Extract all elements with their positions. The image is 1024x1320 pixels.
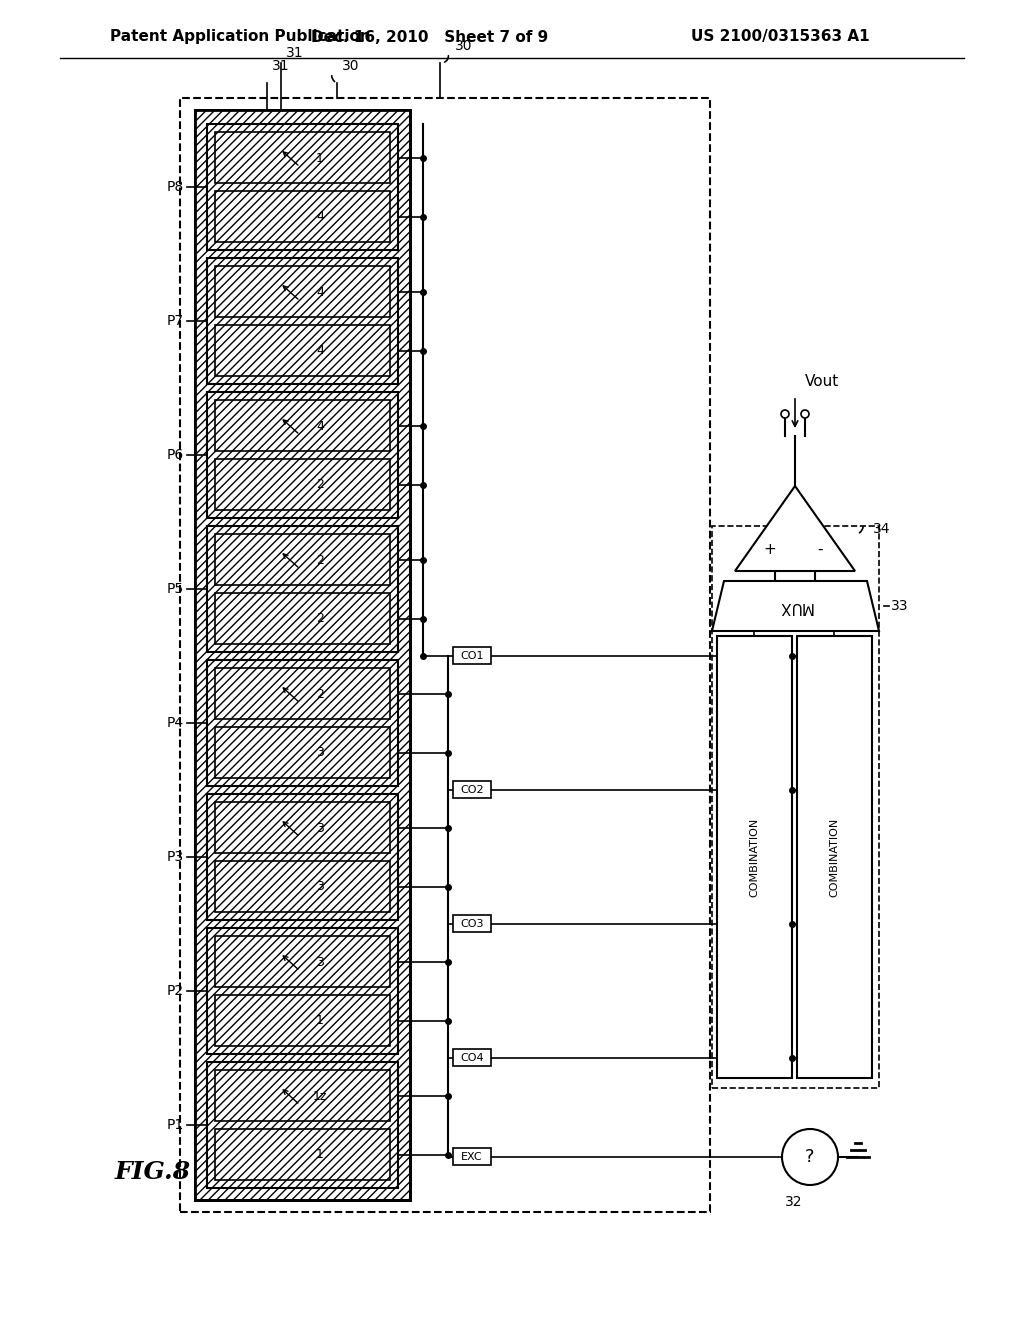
Bar	[215, 593, 390, 644]
Bar	[453, 915, 490, 932]
Bar	[453, 1148, 490, 1166]
Bar	[207, 660, 398, 785]
Text: CO3: CO3	[460, 919, 483, 929]
Bar	[712, 525, 879, 1088]
Text: P5: P5	[167, 582, 184, 597]
Text: 4: 4	[316, 420, 324, 433]
Text: 1: 1	[316, 152, 324, 165]
Circle shape	[801, 411, 809, 418]
Bar	[207, 1063, 398, 1188]
Text: 3: 3	[316, 821, 324, 834]
Circle shape	[781, 411, 790, 418]
Text: Dec. 16, 2010   Sheet 7 of 9: Dec. 16, 2010 Sheet 7 of 9	[311, 29, 549, 45]
Text: 2: 2	[316, 688, 324, 701]
Bar	[215, 267, 390, 317]
Bar	[215, 803, 390, 853]
Text: 4: 4	[316, 285, 324, 298]
Text: COMBINATION: COMBINATION	[829, 817, 839, 896]
Polygon shape	[735, 486, 855, 572]
Text: P3: P3	[167, 850, 184, 865]
Text: P6: P6	[167, 447, 184, 462]
Text: P8: P8	[167, 180, 184, 194]
Text: P7: P7	[167, 314, 184, 327]
Bar	[215, 727, 390, 777]
Bar	[195, 110, 410, 1200]
Bar	[215, 995, 390, 1045]
Bar	[207, 525, 398, 652]
Bar	[215, 668, 390, 719]
Text: CO1: CO1	[460, 651, 483, 661]
Text: 3: 3	[316, 956, 324, 969]
Text: 4: 4	[316, 210, 324, 223]
Text: 31: 31	[272, 59, 290, 73]
Bar	[207, 257, 398, 384]
Text: Vout: Vout	[805, 374, 840, 388]
Text: P4: P4	[167, 715, 184, 730]
Bar	[215, 1071, 390, 1121]
Text: 34: 34	[873, 521, 891, 536]
Bar	[215, 1129, 390, 1180]
Bar	[215, 861, 390, 912]
Bar	[453, 781, 490, 799]
Bar	[207, 928, 398, 1053]
Text: CO2: CO2	[460, 785, 483, 795]
Text: 3: 3	[316, 747, 324, 759]
Bar	[215, 936, 390, 987]
Text: 2: 2	[316, 553, 324, 566]
Bar	[453, 647, 490, 664]
Text: 1: 1	[316, 1015, 324, 1027]
Bar	[215, 325, 390, 376]
Bar	[215, 459, 390, 510]
Text: 30: 30	[455, 40, 472, 53]
Bar	[215, 132, 390, 183]
Text: 2: 2	[316, 479, 324, 491]
Text: US 2100/0315363 A1: US 2100/0315363 A1	[691, 29, 870, 45]
Text: CO4: CO4	[460, 1053, 483, 1063]
Text: FIG.8: FIG.8	[115, 1160, 191, 1184]
Bar	[215, 535, 390, 585]
Polygon shape	[712, 581, 879, 631]
Text: P1: P1	[167, 1118, 184, 1133]
Text: 2: 2	[316, 612, 324, 626]
Text: 4: 4	[316, 345, 324, 358]
Bar	[180, 98, 710, 1212]
Text: 3: 3	[316, 880, 324, 894]
Bar	[195, 110, 410, 1200]
Text: 1z: 1z	[312, 1089, 328, 1102]
Text: ?: ?	[805, 1148, 815, 1166]
Text: 30: 30	[342, 59, 359, 73]
Text: MUX: MUX	[777, 598, 812, 614]
Text: 31: 31	[286, 46, 304, 59]
Bar	[215, 400, 390, 451]
Text: P2: P2	[167, 983, 184, 998]
Bar	[196, 111, 409, 1199]
Bar	[797, 636, 872, 1078]
Text: COMBINATION: COMBINATION	[749, 817, 759, 896]
Bar	[207, 795, 398, 920]
Bar	[453, 1049, 490, 1067]
Circle shape	[782, 1129, 838, 1185]
Text: Patent Application Publication: Patent Application Publication	[110, 29, 371, 45]
Text: 33: 33	[891, 599, 908, 612]
Text: 32: 32	[785, 1195, 803, 1209]
Text: 1: 1	[316, 1148, 324, 1162]
Text: -: -	[817, 541, 822, 557]
Bar	[717, 636, 792, 1078]
Bar	[207, 392, 398, 517]
Bar	[215, 191, 390, 242]
Text: +: +	[764, 541, 776, 557]
Bar	[207, 124, 398, 249]
Text: EXC: EXC	[461, 1152, 482, 1162]
